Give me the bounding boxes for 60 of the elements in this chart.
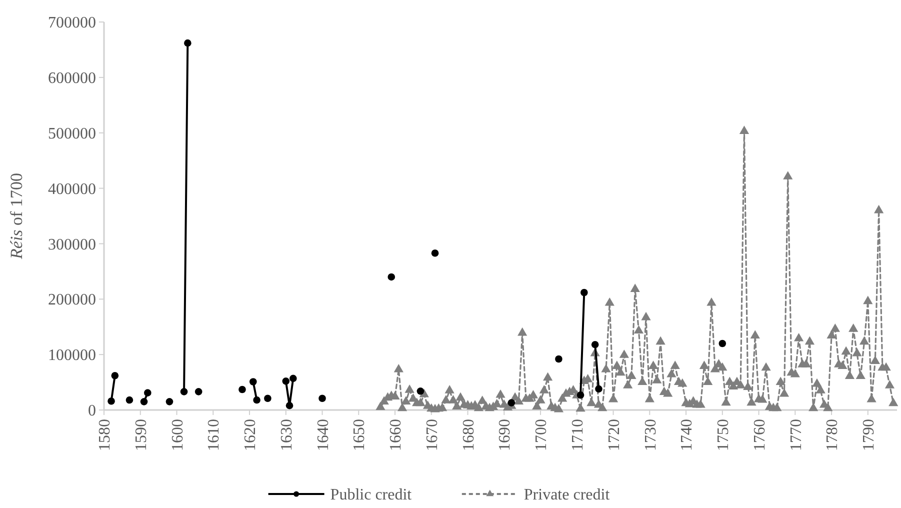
x-tick-label: 1640 [314,419,332,451]
point [108,397,115,405]
y-axis-title: Réis of 1700 [7,173,26,260]
legend-label: Private credit [524,486,610,504]
point [111,372,119,380]
point [555,355,562,363]
y-tick-label: 600000 [48,70,96,88]
point [253,396,260,404]
point [591,340,599,348]
y-tick-label: 500000 [48,125,96,142]
point [140,398,148,406]
x-tick-label: 1660 [388,419,405,451]
x-tick-label: 1740 [678,419,696,451]
point [180,388,188,396]
x-tick-label: 1690 [496,419,514,451]
legend-label: Public credit [330,486,412,504]
x-tick-label: 1720 [606,419,623,451]
x-tick-label: 1670 [424,419,441,451]
x-tick-label: 1760 [751,419,768,451]
x-tick-label: 1600 [169,419,186,451]
x-tick-label: 1610 [206,419,223,451]
point [249,378,257,386]
y-tick-label: 100000 [48,347,96,364]
point [286,402,294,410]
x-tick-label: 1790 [860,419,878,451]
x-tick-label: 1580 [96,419,114,451]
point [431,249,439,257]
point [580,288,588,296]
point [388,273,396,281]
point [576,391,584,399]
x-tick-label: 1620 [242,419,260,451]
y-tick-label: 200000 [48,292,96,309]
x-tick-label: 1590 [132,419,150,451]
point [290,374,297,382]
point [718,340,726,348]
y-tick-label: 700000 [48,14,96,32]
point [508,399,516,406]
point [126,396,134,404]
x-tick-label: 1710 [569,419,586,451]
point [264,394,272,402]
point [194,388,202,396]
x-tick-label: 1780 [824,419,842,451]
y-tick-label: 400000 [48,180,96,198]
x-tick-label: 1730 [642,419,660,451]
x-tick-label: 1770 [788,419,805,451]
y-tick-label: 0 [88,402,96,420]
point [595,385,602,393]
point [184,39,192,47]
x-tick-label: 1700 [533,419,550,451]
point [318,394,326,402]
y-tick-label: 300000 [48,236,96,254]
point [416,388,424,395]
x-tick-label: 1650 [351,419,368,451]
point [282,378,290,385]
x-tick-label: 1680 [460,419,478,451]
point [238,386,246,394]
point [166,398,174,406]
x-tick-label: 1630 [278,419,296,451]
point [144,389,152,396]
x-tick-label: 1750 [714,419,732,451]
